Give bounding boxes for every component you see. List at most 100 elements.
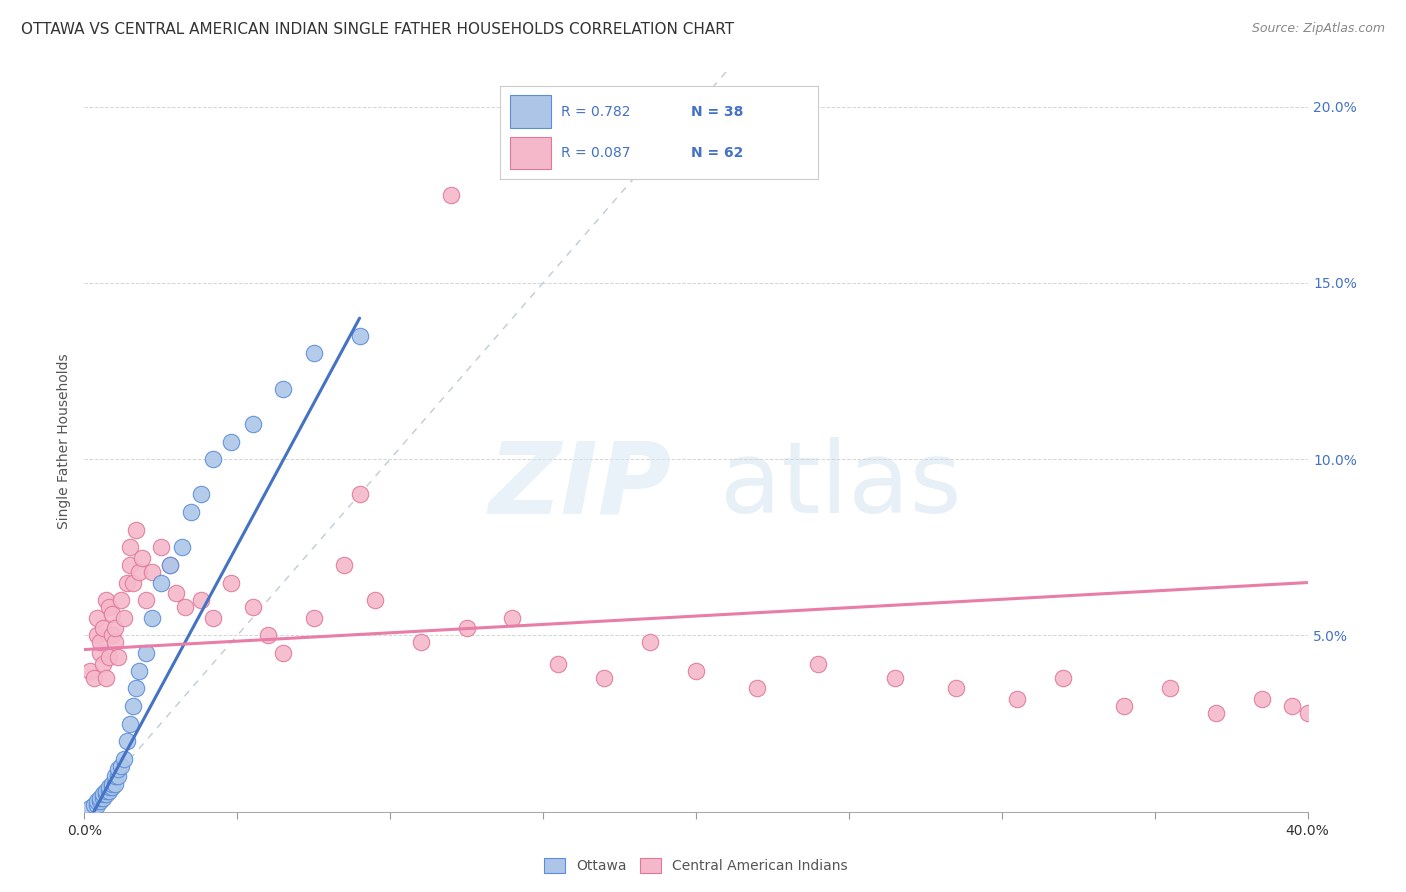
Point xyxy=(101,607,124,622)
Point xyxy=(135,646,157,660)
Point xyxy=(1005,692,1028,706)
Point xyxy=(104,635,127,649)
Point xyxy=(409,635,432,649)
Point xyxy=(86,611,108,625)
Point xyxy=(115,734,138,748)
Point xyxy=(110,759,132,773)
Point xyxy=(97,780,120,794)
Point xyxy=(747,681,769,696)
Point xyxy=(364,593,387,607)
Point xyxy=(86,794,108,808)
Point xyxy=(1159,681,1181,696)
Point xyxy=(79,664,101,678)
Point xyxy=(945,681,967,696)
Point xyxy=(159,558,181,572)
Point xyxy=(807,657,830,671)
Point xyxy=(219,575,242,590)
Point xyxy=(547,657,569,671)
Point xyxy=(135,593,157,607)
Point xyxy=(190,487,212,501)
Point xyxy=(94,593,117,607)
Point xyxy=(83,671,105,685)
Point xyxy=(1250,692,1272,706)
Point xyxy=(242,417,264,431)
Point xyxy=(638,635,661,649)
Point xyxy=(115,575,138,590)
Point xyxy=(883,671,905,685)
Point xyxy=(302,346,325,360)
Point xyxy=(349,487,371,501)
Point xyxy=(201,611,224,625)
Point xyxy=(104,621,127,635)
Point xyxy=(149,541,172,555)
Point xyxy=(174,600,197,615)
Text: atlas: atlas xyxy=(720,437,962,534)
Point xyxy=(128,664,150,678)
Legend: Ottawa, Central American Indians: Ottawa, Central American Indians xyxy=(538,853,853,879)
Point xyxy=(159,558,181,572)
Point xyxy=(219,434,242,449)
Point xyxy=(120,541,142,555)
Point xyxy=(1281,698,1303,713)
Point xyxy=(110,593,132,607)
Point xyxy=(141,565,163,579)
Point xyxy=(1114,698,1136,713)
Point xyxy=(128,565,150,579)
Point xyxy=(1205,706,1227,720)
Point xyxy=(107,763,129,777)
Point xyxy=(172,541,194,555)
Point xyxy=(593,671,616,685)
Point xyxy=(86,628,108,642)
Point xyxy=(83,797,105,812)
Point xyxy=(141,611,163,625)
Point xyxy=(112,752,135,766)
Point xyxy=(112,611,135,625)
Point xyxy=(271,646,294,660)
Point xyxy=(149,575,172,590)
Point xyxy=(302,611,325,625)
Point xyxy=(91,787,114,801)
Text: Source: ZipAtlas.com: Source: ZipAtlas.com xyxy=(1251,22,1385,36)
Point xyxy=(97,600,120,615)
Point xyxy=(104,776,127,790)
Point xyxy=(242,600,264,615)
Point xyxy=(94,787,117,801)
Point xyxy=(79,801,101,815)
Point xyxy=(125,681,148,696)
Point xyxy=(131,550,153,565)
Point xyxy=(101,776,124,790)
Point xyxy=(120,716,142,731)
Point xyxy=(94,671,117,685)
Point xyxy=(104,769,127,783)
Point xyxy=(86,797,108,812)
Point xyxy=(349,328,371,343)
Point xyxy=(89,794,111,808)
Point xyxy=(89,646,111,660)
Point xyxy=(91,790,114,805)
Point xyxy=(97,649,120,664)
Point xyxy=(91,657,114,671)
Point xyxy=(685,664,707,678)
Point xyxy=(333,558,356,572)
Point xyxy=(94,783,117,797)
Point xyxy=(271,382,294,396)
Point xyxy=(120,558,142,572)
Point xyxy=(89,790,111,805)
Y-axis label: Single Father Households: Single Father Households xyxy=(58,354,72,529)
Point xyxy=(165,586,187,600)
Point xyxy=(101,628,124,642)
Point xyxy=(190,593,212,607)
Point xyxy=(201,452,224,467)
Point xyxy=(107,649,129,664)
Point xyxy=(89,635,111,649)
Point xyxy=(1052,671,1074,685)
Point xyxy=(91,621,114,635)
Point xyxy=(180,505,202,519)
Point xyxy=(257,628,280,642)
Point xyxy=(440,187,463,202)
Point xyxy=(107,769,129,783)
Point xyxy=(125,523,148,537)
Point xyxy=(101,780,124,794)
Point xyxy=(122,575,145,590)
Point xyxy=(502,611,524,625)
